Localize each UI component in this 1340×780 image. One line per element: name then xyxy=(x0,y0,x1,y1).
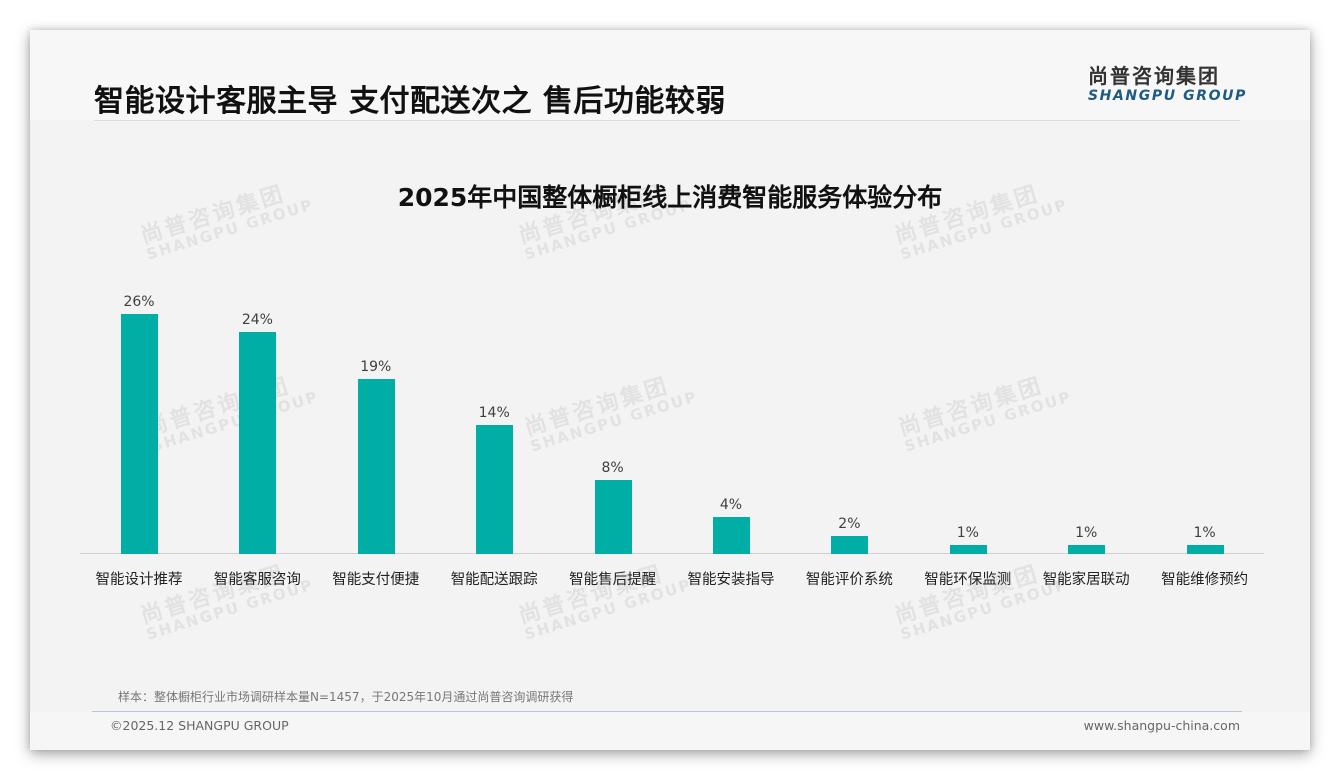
category-label: 智能家居联动 xyxy=(1042,572,1130,588)
bar-value-label: 8% xyxy=(601,460,624,477)
bar xyxy=(1186,544,1224,554)
bar-value-label: 4% xyxy=(719,497,743,514)
footer-band xyxy=(30,712,1310,750)
category-label: 智能售后提醒 xyxy=(569,572,657,588)
x-axis-line xyxy=(80,553,1264,554)
category-label: 智能支付便捷 xyxy=(332,572,420,588)
sample-note: 样本：整体橱柜行业市场调研样本量N=1457，于2025年10月通过尚普咨询调研… xyxy=(118,690,574,704)
bar xyxy=(594,480,632,554)
bar xyxy=(239,332,277,554)
bar-group: 24% xyxy=(198,270,316,554)
category-label: 智能环保监测 xyxy=(924,572,1012,588)
bar-value-label: 1% xyxy=(1075,524,1098,541)
bar-group: 19% xyxy=(317,270,435,554)
bar-group: 1% xyxy=(909,270,1027,554)
category-label: 智能评价系统 xyxy=(805,572,893,588)
header-band xyxy=(30,30,1310,120)
footer-divider xyxy=(92,711,1242,712)
website-link[interactable]: www.shangpu-china.com xyxy=(1083,718,1240,733)
bar-group: 1% xyxy=(1146,270,1264,554)
bar-group: 8% xyxy=(554,270,672,554)
bar-value-label: 14% xyxy=(478,404,510,421)
bar-chart-plot: 26% 24% 19% 14% 8% 4% 2% 1% 1% 1% xyxy=(80,270,1264,554)
logo-cn-text: 尚普咨询集团 xyxy=(1088,64,1220,88)
bar xyxy=(713,517,750,554)
logo-en-text: SHANGPU GROUP xyxy=(1088,88,1247,104)
bar xyxy=(949,544,987,554)
bar-value-label: 19% xyxy=(360,358,392,375)
category-label: 智能维修预约 xyxy=(1161,572,1249,588)
chart-title: 2025年中国整体橱柜线上消费智能服务体验分布 xyxy=(397,183,943,212)
category-label: 智能配送跟踪 xyxy=(450,572,538,588)
bar xyxy=(476,424,514,554)
bar-group: 26% xyxy=(80,270,198,554)
header-divider xyxy=(94,120,1240,121)
bar-value-label: 2% xyxy=(838,515,861,532)
bar-group: 14% xyxy=(435,270,553,554)
bar-group: 1% xyxy=(1027,270,1145,554)
bar-group: 4% xyxy=(672,270,790,554)
bar-value-label: 1% xyxy=(1193,524,1216,541)
bar-value-label: 1% xyxy=(956,524,979,541)
page-title: 智能设计客服主导 支付配送次之 售后功能较弱 xyxy=(94,84,726,119)
bar-value-label: 26% xyxy=(123,294,155,310)
bar xyxy=(831,535,869,554)
bar xyxy=(357,378,395,554)
slide: 智能设计客服主导 支付配送次之 售后功能较弱 尚普咨询集团 SHANGPU GR… xyxy=(30,30,1310,750)
copyright-text: ©2025.12 SHANGPU GROUP xyxy=(110,718,289,733)
bar-group: 2% xyxy=(790,270,908,554)
bar-value-label: 24% xyxy=(241,312,273,329)
category-label: 智能设计推荐 xyxy=(95,572,183,588)
bar xyxy=(1068,544,1106,554)
category-label: 智能客服咨询 xyxy=(213,572,301,588)
bar xyxy=(121,314,158,554)
category-label: 智能安装指导 xyxy=(687,572,775,588)
brand-logo: 尚普咨询集团 SHANGPU GROUP xyxy=(1088,64,1248,104)
